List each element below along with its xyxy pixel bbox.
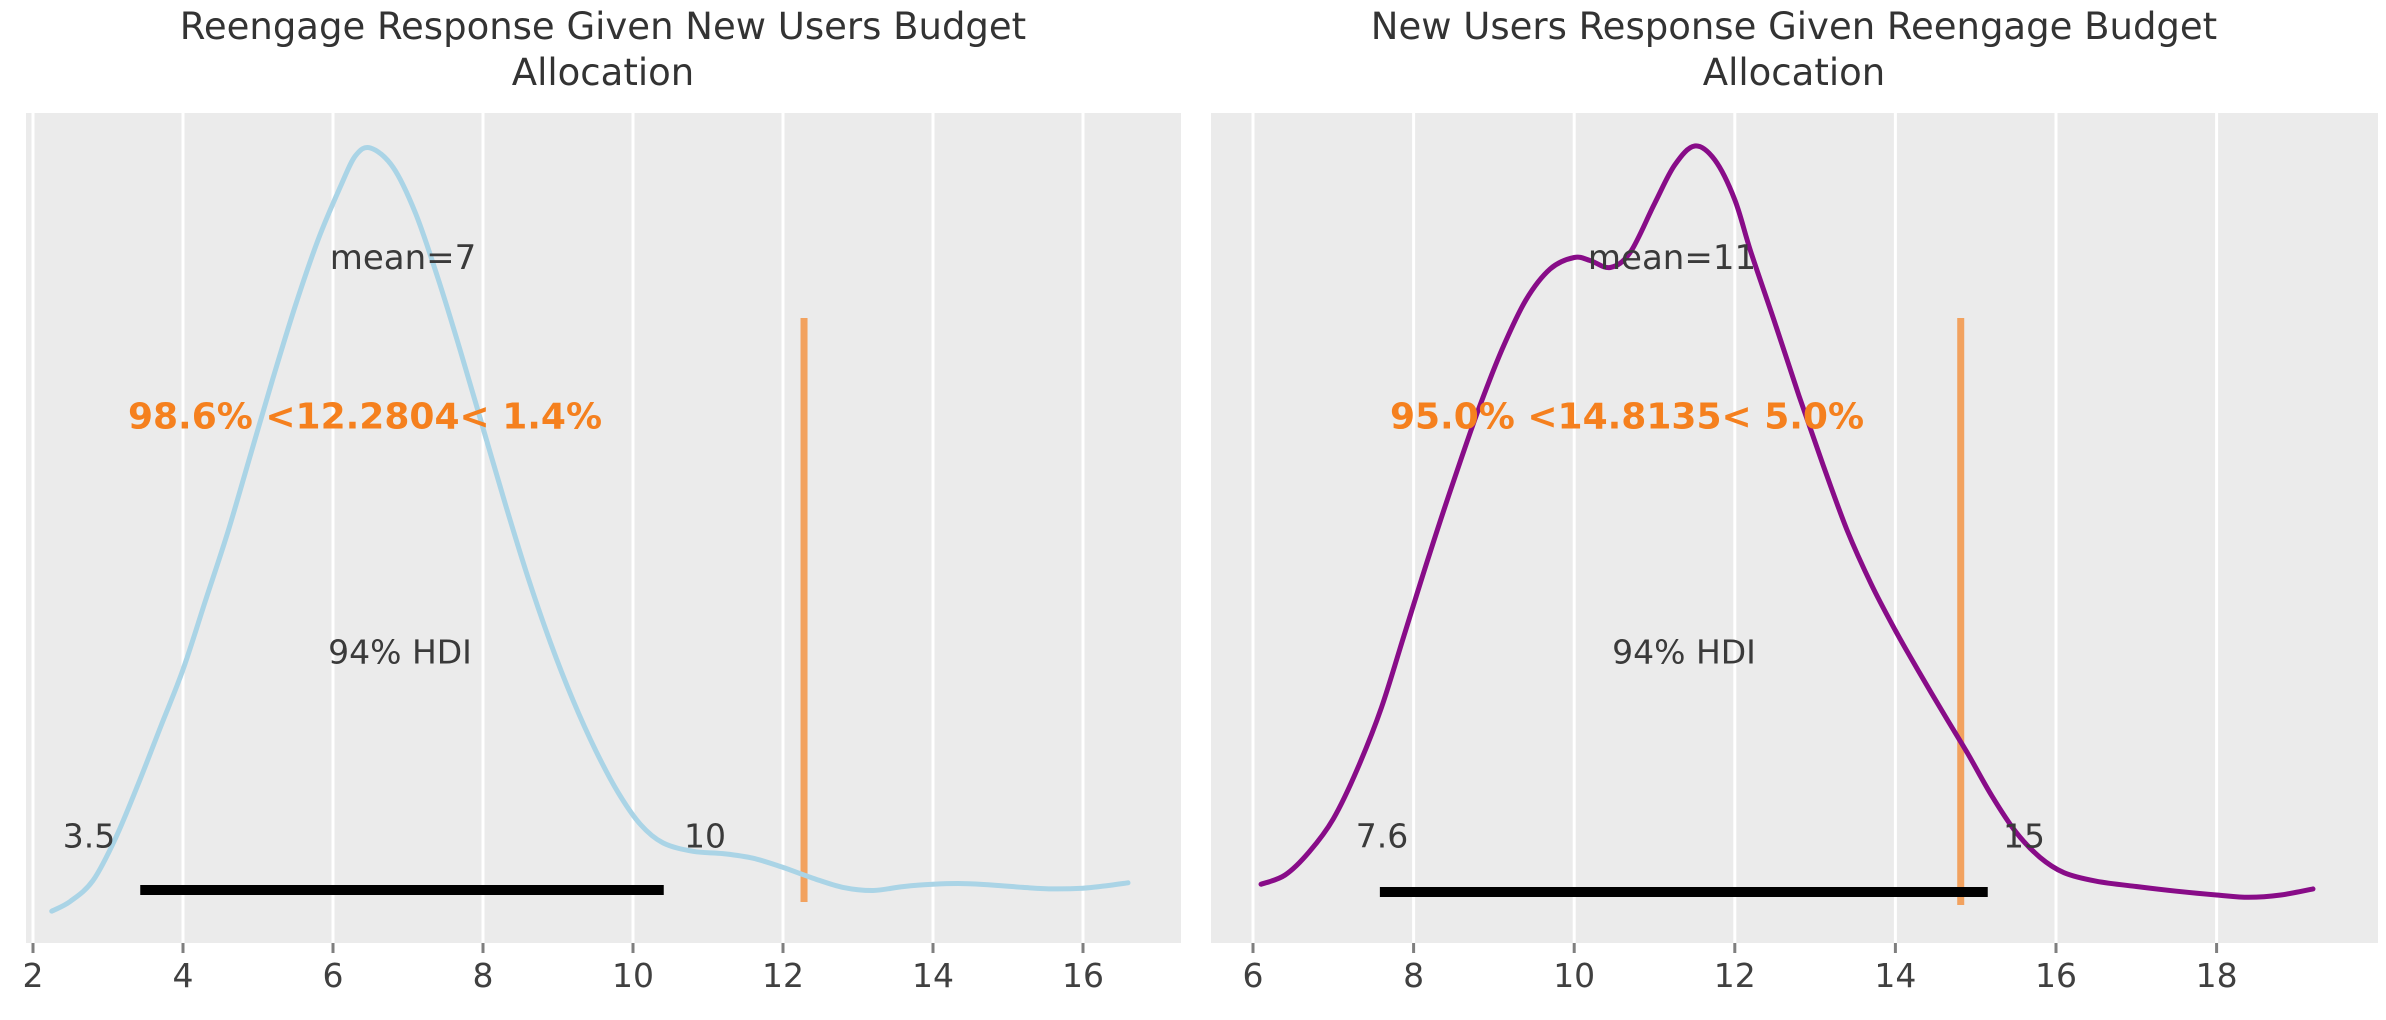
x-tick-label: 6 bbox=[322, 956, 344, 995]
x-tick-label: 12 bbox=[762, 956, 804, 995]
mean-label-left: mean=7 bbox=[329, 238, 477, 278]
panel-left-title-line2: Allocation bbox=[511, 51, 695, 94]
kde-curve bbox=[1258, 143, 2316, 900]
x-tick-label: 10 bbox=[612, 956, 654, 995]
kde-curve bbox=[49, 145, 1131, 914]
x-tick-label: 8 bbox=[1403, 956, 1425, 995]
panel-right-title-line2: Allocation bbox=[1702, 51, 1886, 94]
x-tick-label: 18 bbox=[2195, 956, 2238, 995]
x-tick-label: 10 bbox=[1553, 956, 1596, 995]
ref-val-text-right: 95.0% <14.8135< 5.0% bbox=[1389, 396, 1865, 438]
x-tick-label: 8 bbox=[472, 956, 494, 995]
plot-area-right bbox=[1211, 113, 2378, 953]
ref-val-text-left: 98.6% <12.2804< 1.4% bbox=[127, 396, 603, 438]
hdi-label-left: 94% HDI bbox=[328, 632, 472, 672]
x-tick-label: 16 bbox=[1062, 956, 1104, 995]
x-tick-label: 14 bbox=[912, 956, 954, 995]
plot-area-left bbox=[26, 113, 1181, 953]
x-tick-label: 16 bbox=[2035, 956, 2077, 995]
x-axis-tick-labels: 2 4 6 8 10 12 14 16 6 8 10 12 14 16 18 bbox=[0, 956, 2386, 996]
x-tick-label: 6 bbox=[1242, 956, 1264, 995]
x-tick-label: 12 bbox=[1713, 956, 1756, 995]
mean-label-right: mean=11 bbox=[1587, 238, 1757, 278]
hdi-lo-label-left: 3.5 bbox=[62, 816, 116, 856]
hdi-hi-label-right: 15 bbox=[2003, 816, 2045, 856]
x-tick-label: 4 bbox=[172, 956, 194, 995]
x-tick-label: 2 bbox=[22, 956, 44, 995]
hdi-hi-label-left: 10 bbox=[684, 816, 726, 856]
panel-right-title-line1: New Users Response Given Reengage Budget bbox=[1370, 5, 2218, 48]
hdi-label-right: 94% HDI bbox=[1612, 632, 1756, 672]
panel-right-title: New Users Response Given Reengage Budget… bbox=[1371, 4, 2217, 96]
hdi-lo-label-right: 7.6 bbox=[1355, 816, 1409, 856]
panel-left-title-line1: Reengage Response Given New Users Budget bbox=[179, 5, 1027, 48]
x-tick-label: 14 bbox=[1874, 956, 1917, 995]
panel-left-title: Reengage Response Given New Users Budget… bbox=[180, 4, 1026, 96]
